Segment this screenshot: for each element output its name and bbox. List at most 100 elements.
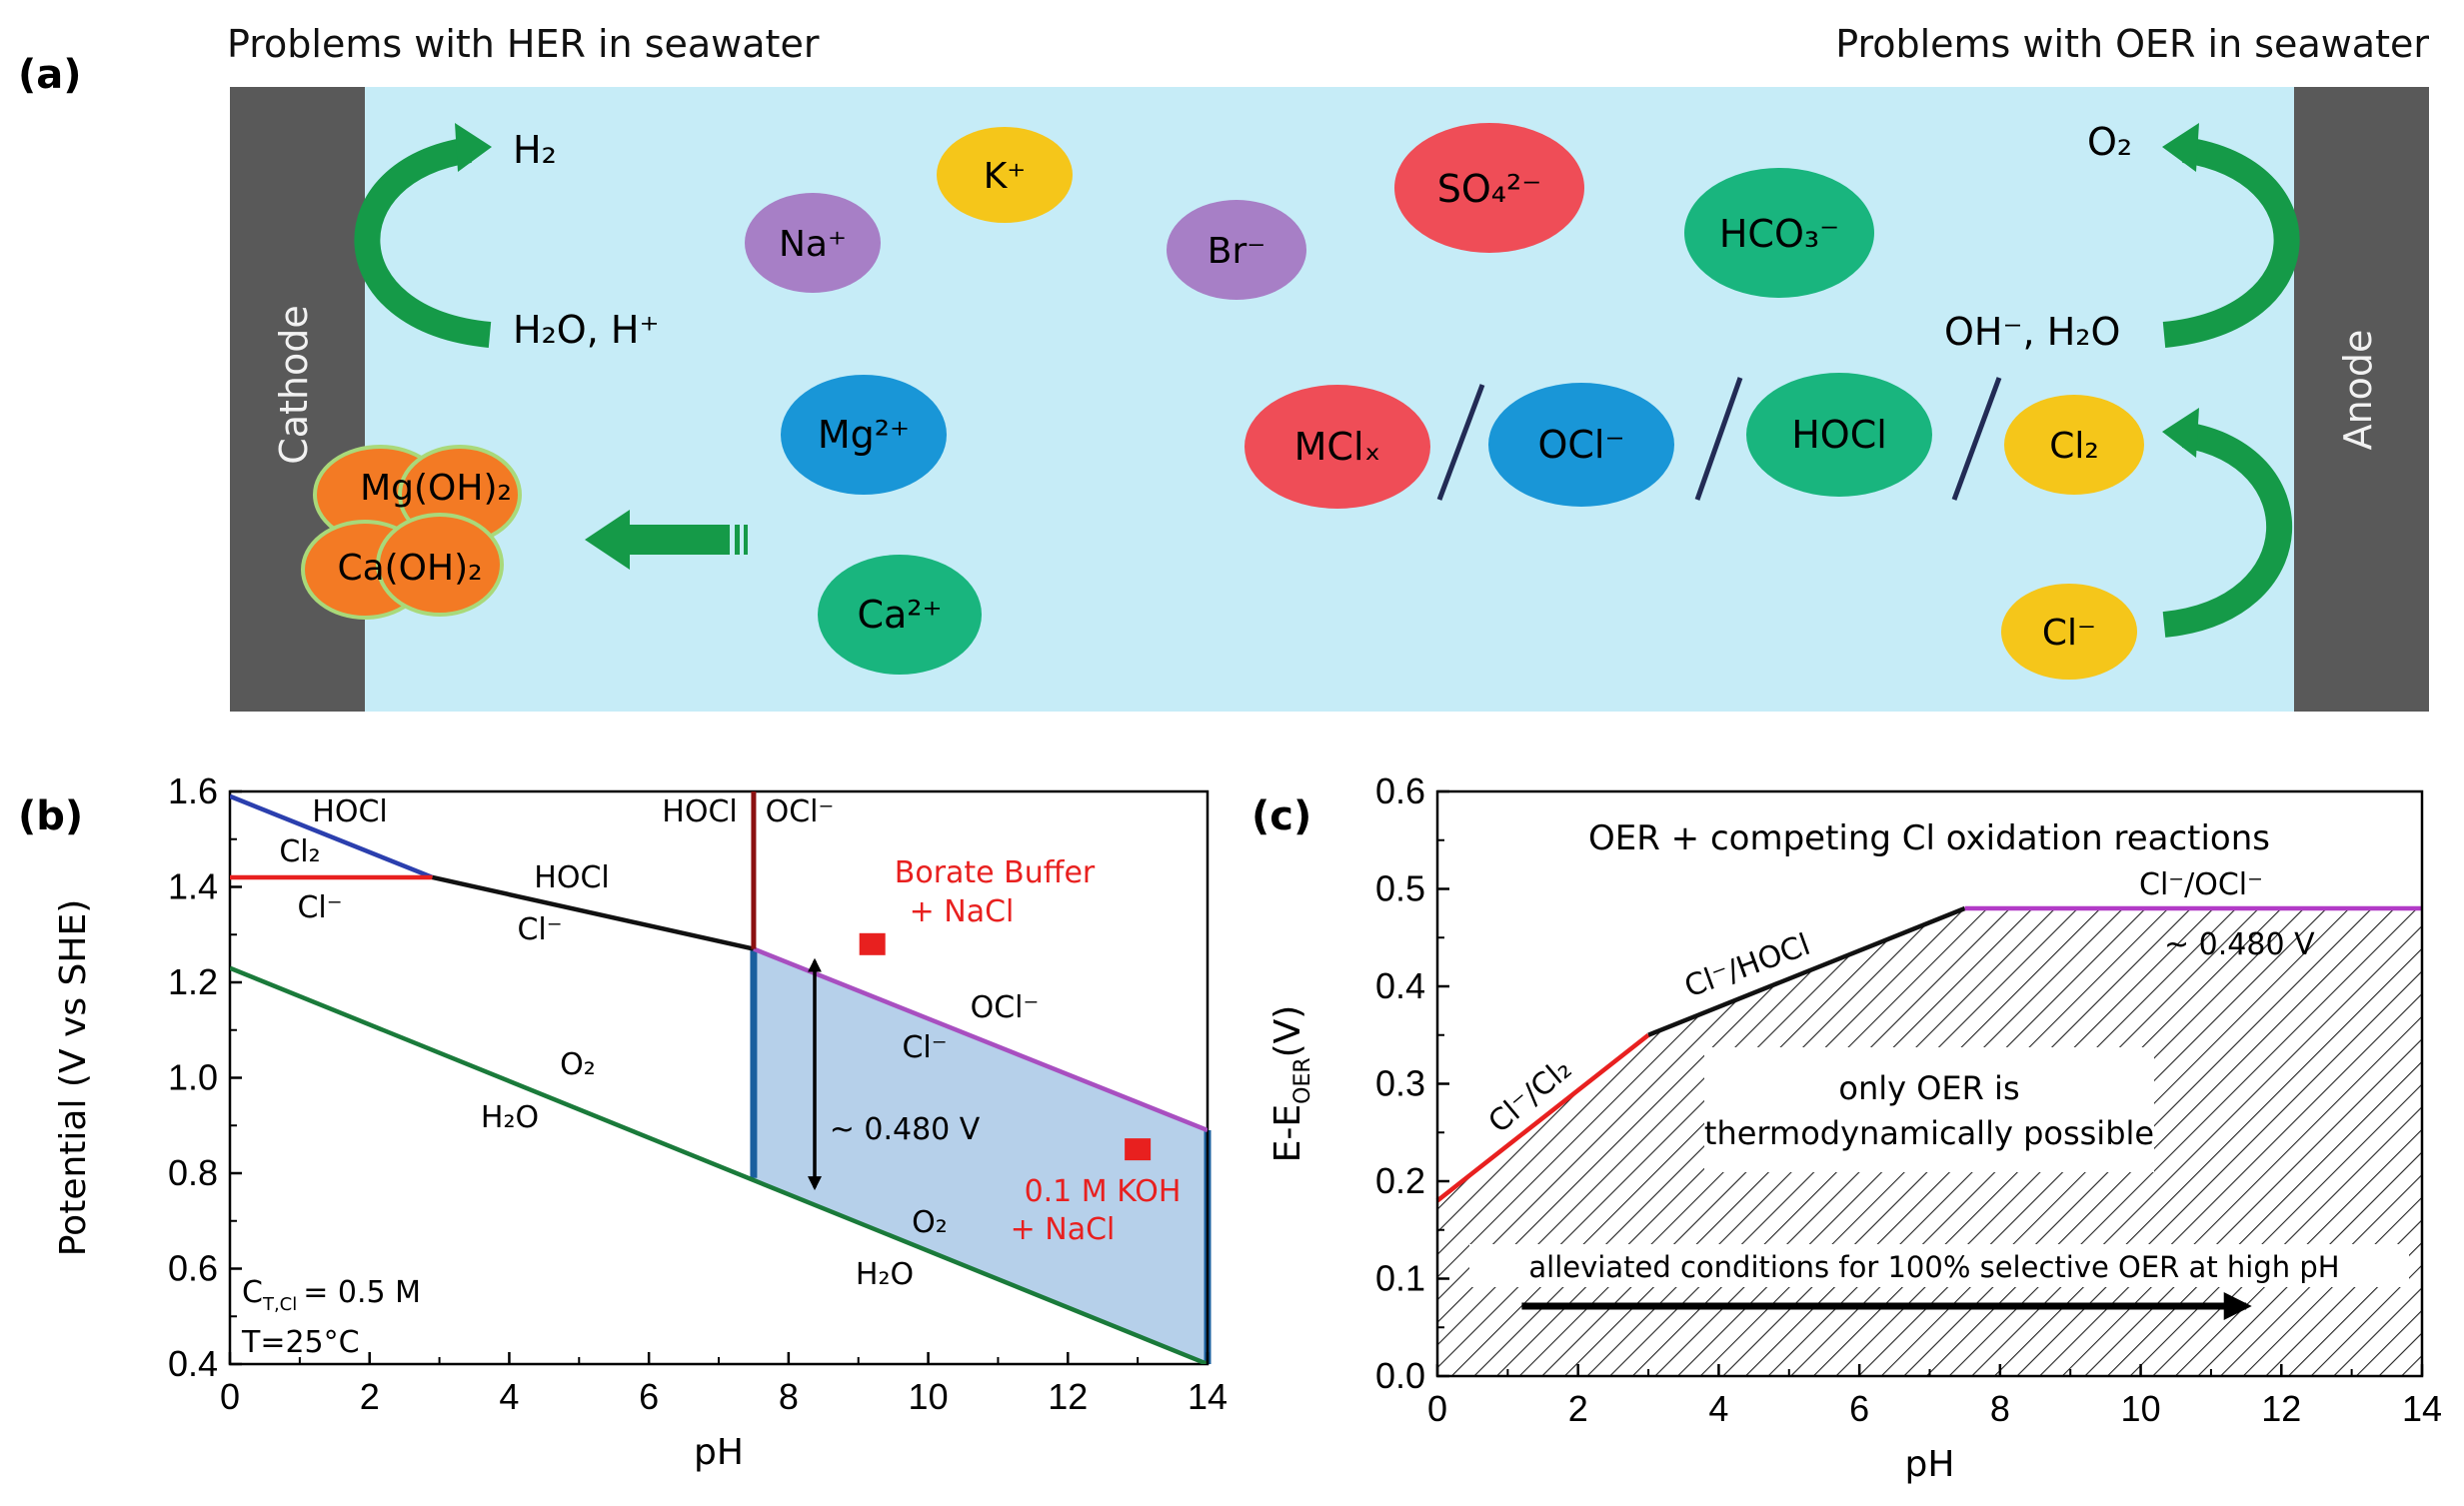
her-product: H₂	[513, 128, 557, 172]
x-tick-label: 10	[2121, 1388, 2161, 1429]
hydroxide-blob	[376, 513, 504, 617]
y-tick-label: 1.2	[168, 961, 218, 1002]
species-cl2: Cl₂	[2004, 395, 2144, 495]
oer-arrow-icon	[2162, 123, 2199, 172]
series-line	[432, 874, 755, 951]
chart-title: OER + competing Cl oxidation reactions	[1588, 818, 2270, 858]
overpotential-chart: only OER is thermodynamically possible all…	[1267, 770, 2442, 1485]
series-line	[1647, 905, 1966, 1037]
species-ocl: OCl⁻	[1488, 383, 1674, 507]
ion-ca: Ca²⁺	[818, 555, 982, 675]
species-label: OCl⁻	[971, 990, 1040, 1025]
data-marker	[859, 932, 886, 955]
series-line	[1435, 1032, 1650, 1203]
info-box	[1704, 1047, 2154, 1172]
panel-b-label: (b)	[18, 793, 83, 839]
oer-arrow-body	[2162, 137, 2300, 348]
arrow-label-strip	[1469, 1244, 2409, 1287]
x-tick-label: 14	[1188, 1376, 1228, 1417]
panel-c-label: (c)	[1251, 793, 1311, 839]
species-label: HOCl	[662, 794, 737, 829]
chloride-arrow-icon	[2162, 408, 2199, 458]
y-tick-label: 0.6	[1375, 770, 1425, 811]
ion-br: Br⁻	[1167, 200, 1306, 300]
species-label: O₂	[912, 1205, 948, 1240]
panel-a-label: (a)	[18, 52, 82, 98]
y-tick-label: 0.1	[1375, 1258, 1425, 1299]
panel-c: (c) only OER is thermodynamically possibl…	[1251, 770, 2442, 1485]
selective-region	[753, 948, 1208, 1364]
series-line	[230, 965, 1208, 1364]
chloride-arrow-body	[2162, 422, 2293, 638]
y-tick-label: 0.3	[1375, 1063, 1425, 1104]
mg-hydroxide: Mg(OH)₂	[360, 468, 512, 509]
marker2-label: + NaCl	[1011, 1212, 1116, 1247]
x-tick-label: 10	[909, 1376, 949, 1417]
y-tick-label: 1.4	[168, 866, 218, 907]
y-tick-label: 0.2	[1375, 1160, 1425, 1201]
x-tick-label: 2	[360, 1376, 380, 1417]
her-reactant: H₂O, H⁺	[513, 308, 660, 352]
y-tick-label: 0.0	[1375, 1355, 1425, 1396]
x-tick-label: 2	[1568, 1388, 1588, 1429]
x-tick-label: 8	[1990, 1388, 2010, 1429]
species-label: HOCl	[312, 794, 387, 829]
species-mclx: MClₓ	[1244, 385, 1430, 509]
y-tick-label: 0.4	[168, 1343, 218, 1384]
data-marker	[1125, 1138, 1152, 1161]
ion-mg: Mg²⁺	[781, 375, 947, 495]
oer-product: O₂	[2087, 120, 2132, 164]
y-tick-label: 0.4	[1375, 965, 1425, 1006]
species-label: H₂O	[481, 1100, 539, 1135]
y-tick-label: 0.8	[168, 1152, 218, 1193]
species-label: O₂	[560, 1047, 596, 1082]
svg-text:Na⁺: Na⁺	[779, 224, 847, 265]
her-arrow-body	[354, 137, 492, 348]
species-label: Cl⁻	[517, 912, 562, 947]
species-cl-minus: Cl⁻	[2001, 584, 2137, 680]
y-tick-label: 1.6	[168, 770, 218, 811]
ion-na: Na⁺	[745, 193, 881, 293]
marker1-label: + NaCl	[910, 894, 1015, 929]
species-label: Cl⁻	[902, 1030, 947, 1065]
precipitate-arrow-icon	[585, 510, 730, 570]
separator	[1436, 384, 1485, 501]
x-tick-label: 14	[2402, 1388, 2442, 1429]
x-tick-label: 12	[2261, 1388, 2301, 1429]
svg-text:Cl₂: Cl₂	[2049, 426, 2099, 467]
temperature-label: T=25°C	[241, 1325, 360, 1360]
svg-text:SO₄²⁻: SO₄²⁻	[1437, 167, 1542, 211]
y-tick-label: 1.0	[168, 1057, 218, 1098]
her-arrow-icon	[455, 123, 492, 172]
series-line	[230, 793, 434, 880]
anode-label: Anode	[2336, 330, 2380, 451]
y-tick-label: 0.5	[1375, 868, 1425, 909]
info-box-line2: thermodynamically possible	[1704, 1114, 2154, 1152]
x-tick-label: 0	[1427, 1388, 1447, 1429]
species-label: H₂O	[856, 1257, 914, 1292]
svg-text:OCl⁻: OCl⁻	[1537, 423, 1624, 467]
line-label: Cl⁻/OCl⁻	[2139, 867, 2263, 902]
svg-text:Mg²⁺: Mg²⁺	[818, 413, 910, 457]
panel-a: (a) Problems with HER in seawater Proble…	[18, 22, 2429, 712]
value-label: ~ 0.480 V	[2164, 927, 2315, 962]
gap-label: ~ 0.480 V	[830, 1112, 981, 1147]
separator	[1694, 377, 1743, 501]
x-tick-label: 12	[1048, 1376, 1088, 1417]
pourbaix-chart: 0 2 4 6 8 10 12 14 0.4 0.6 0.8 1.0 1.2 1.4 1.6 pH Potent…	[53, 770, 1228, 1473]
separator	[1951, 377, 2002, 501]
y-tick-label: 0.6	[168, 1248, 218, 1289]
oer-reactant: OH⁻, H₂O	[1944, 310, 2120, 354]
ion-hco3: HCO₃⁻	[1684, 168, 1874, 298]
oer-title: Problems with OER in seawater	[1835, 22, 2429, 66]
svg-text:Cl⁻: Cl⁻	[2042, 613, 2096, 654]
series-line	[753, 946, 1208, 1133]
x-tick-label: 6	[1849, 1388, 1869, 1429]
arrow-label: alleviated conditions for 100% selective…	[1528, 1250, 2339, 1284]
x-tick-label: 4	[1708, 1388, 1728, 1429]
x-tick-label: 0	[220, 1376, 240, 1417]
marker2-label: 0.1 M KOH	[1025, 1174, 1182, 1209]
svg-text:MClₓ: MClₓ	[1294, 425, 1381, 469]
ca-hydroxide: Ca(OH)₂	[337, 548, 482, 589]
